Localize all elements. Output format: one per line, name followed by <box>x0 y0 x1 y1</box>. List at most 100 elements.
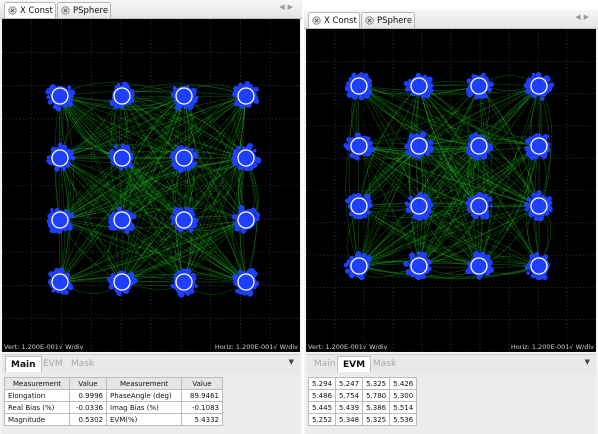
scroll-arrows-icon[interactable]: ◀▶ <box>575 13 592 21</box>
symbol-cluster <box>343 251 372 281</box>
symbol-cluster <box>106 270 138 297</box>
x-circle-icon[interactable] <box>365 16 374 25</box>
evm-grid-table: 5.294 5.247 5.325 5.426 5.486 5.754 5.78… <box>307 377 418 426</box>
tab-mask[interactable]: Mask <box>373 359 397 369</box>
measurement-tabbar: Main EVM Mask ▼ <box>2 354 300 374</box>
table-cell: -0.0336 <box>69 401 107 414</box>
ideal-symbol-point <box>530 257 548 275</box>
ideal-symbol-point <box>237 149 255 167</box>
measurement-tabbar: Main EVM Mask ▼ <box>306 354 596 374</box>
table-row: 5.252 5.348 5.325 5.536 <box>307 413 418 426</box>
symbol-cluster <box>404 130 434 160</box>
table-cell: 5.780 <box>362 389 391 402</box>
symbol-cluster <box>404 191 434 221</box>
symbol-cluster <box>46 207 75 235</box>
ideal-symbol-point <box>530 137 548 155</box>
table-cell: -0.1083 <box>181 401 223 414</box>
table-cell: 5.4332 <box>181 413 223 426</box>
tab-psphere[interactable]: PSphere <box>57 2 111 18</box>
table-cell: 5.252 <box>307 413 337 426</box>
symbol-cluster <box>109 81 135 110</box>
symbol-cluster <box>344 71 373 101</box>
table-cell: 89.9461 <box>181 389 223 402</box>
constellation-plot: Vert: 1.200E-001√ W/div Horiz: 1.200E-00… <box>2 19 300 352</box>
table-row: Real Bias (%) -0.0336 Imag Bias (%) -0.1… <box>4 401 223 414</box>
ideal-symbol-point <box>113 87 131 105</box>
table-cell: 5.754 <box>335 389 364 402</box>
constellation-panel-right: X Const PSphere ◀▶ Vert: 1.200E-001√ W/d… <box>304 10 598 434</box>
table-cell: EVM(%) <box>106 413 182 426</box>
tab-x-const[interactable]: X Const <box>308 12 360 28</box>
ideal-symbol-point <box>175 211 193 229</box>
table-row: 5.445 5.439 5.386 5.514 <box>307 401 418 414</box>
table-cell: 5.426 <box>389 377 418 390</box>
tab-main[interactable]: Main <box>314 359 336 369</box>
ideal-symbol-point <box>350 77 368 95</box>
symbol-cluster <box>47 267 74 295</box>
tab-psphere[interactable]: PSphere <box>361 12 415 28</box>
scroll-arrows-icon[interactable]: ◀▶ <box>279 3 296 11</box>
document-tabbar: X Const PSphere ◀▶ <box>304 10 598 29</box>
symbol-cluster <box>45 84 76 112</box>
ideal-symbol-point <box>51 87 69 105</box>
symbol-cluster <box>524 252 551 281</box>
x-circle-icon[interactable] <box>61 6 70 15</box>
ideal-symbol-point <box>113 149 131 167</box>
table-row: 5.294 5.247 5.325 5.426 <box>307 377 418 390</box>
table-cell: Imag Bias (%) <box>106 401 182 414</box>
ideal-symbol-point <box>113 211 131 229</box>
table-cell: 5.325 <box>362 413 391 426</box>
table-cell: 5.325 <box>362 377 391 390</box>
table-cell: 5.439 <box>335 401 364 414</box>
table-cell: 5.386 <box>362 401 391 414</box>
symbol-cluster <box>523 190 553 222</box>
measurement-table-area: Measurement Value Measurement Value Elon… <box>2 373 300 434</box>
symbol-cluster <box>465 72 494 100</box>
ideal-symbol-point <box>113 273 131 291</box>
symbol-cluster <box>465 250 494 280</box>
tab-main[interactable]: Main <box>5 356 42 372</box>
horizontal-scale-label: Horiz: 1.200E-001√ W/div <box>214 343 298 351</box>
symbol-cluster <box>170 267 198 298</box>
table-cell: PhaseAngle (deg) <box>106 389 182 402</box>
ideal-symbol-point <box>175 273 193 291</box>
tab-evm[interactable]: EVM <box>337 356 372 372</box>
symbol-cluster <box>345 192 373 220</box>
tab-mask[interactable]: Mask <box>71 359 95 369</box>
symbol-cluster <box>232 268 260 297</box>
chevron-down-icon[interactable]: ▼ <box>288 358 294 366</box>
ideal-symbol-point <box>410 77 428 95</box>
tab-evm[interactable]: EVM <box>43 359 63 369</box>
ideal-symbol-point <box>350 257 368 275</box>
symbol-cluster <box>232 80 260 109</box>
document-tabbar: X Const PSphere ◀▶ <box>0 0 302 19</box>
table-cell: 5.247 <box>335 377 364 390</box>
column-header: Measurement <box>106 377 182 390</box>
symbol-cluster <box>403 72 434 99</box>
constellation-svg <box>2 19 300 352</box>
x-circle-icon[interactable] <box>312 16 321 25</box>
symbol-cluster <box>465 191 493 220</box>
ideal-symbol-point <box>470 137 488 155</box>
table-cell: Real Bias (%) <box>4 401 70 414</box>
ideal-symbol-point <box>470 77 488 95</box>
constellation-svg <box>306 29 596 352</box>
ideal-symbol-point <box>470 197 488 215</box>
ideal-symbol-point <box>350 137 368 155</box>
tab-x-const[interactable]: X Const <box>4 2 56 18</box>
column-header: Value <box>181 377 223 390</box>
trajectory-traces <box>54 82 259 295</box>
chevron-down-icon[interactable]: ▼ <box>584 358 590 366</box>
table-cell: 5.294 <box>307 377 337 390</box>
symbol-cluster <box>108 206 137 235</box>
ideal-symbol-point <box>530 77 548 95</box>
table-cell: 5.300 <box>389 389 418 402</box>
symbol-cluster <box>403 251 432 281</box>
table-cell: 0.9996 <box>69 389 107 402</box>
tab-label: PSphere <box>377 16 413 26</box>
table-row: Magnitude 0.5302 EVM(%) 5.4332 <box>4 413 223 426</box>
ideal-symbol-point <box>51 149 69 167</box>
x-circle-icon[interactable] <box>8 6 17 15</box>
symbol-cluster <box>231 205 260 234</box>
ideal-symbol-point <box>51 211 69 229</box>
